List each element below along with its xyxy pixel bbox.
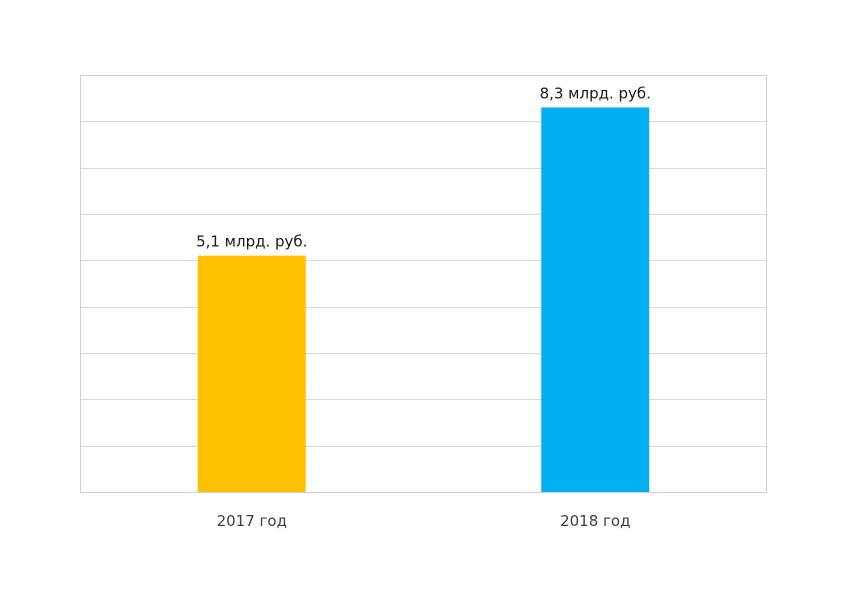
category-axis-labels: 2017 год 2018 год — [217, 512, 631, 530]
plot-border — [80, 75, 767, 493]
plot-area — [80, 75, 767, 492]
gridlines — [80, 121, 767, 447]
data-label: 5,1 млрд. руб. — [196, 233, 307, 251]
data-label: 8,3 млрд. руб. — [540, 84, 651, 102]
category-label: 2018 год — [560, 512, 630, 530]
bar-2017-год — [197, 255, 306, 492]
bars — [197, 107, 650, 492]
category-label: 2017 год — [217, 512, 287, 530]
data-labels: 5,1 млрд. руб. 8,3 млрд. руб. — [196, 84, 651, 250]
bar-2018-год — [541, 107, 650, 492]
